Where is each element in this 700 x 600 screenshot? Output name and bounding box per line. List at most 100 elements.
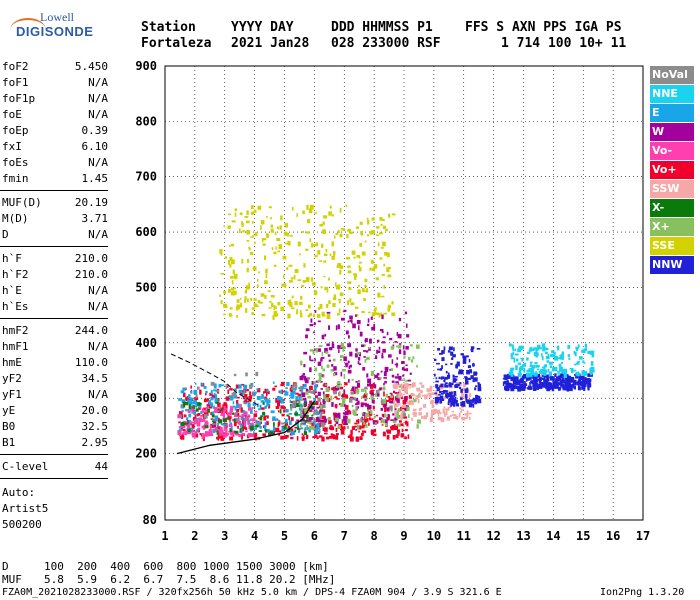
echo-point [518,346,521,350]
echo-point [279,390,283,394]
echo-point [340,342,344,348]
echo-point [245,372,248,377]
echo-point [294,429,297,433]
echo-point [333,412,336,416]
echo-point [333,390,337,395]
header-value-time: 028 233000 RSF [331,36,441,51]
echo-point [447,372,450,377]
echo-point [270,228,274,233]
echo-point [443,378,446,382]
y-tick-label: 700 [135,170,157,184]
echo-point [233,373,237,377]
echo-point [315,380,319,383]
echo-point [350,396,354,399]
echo-point [529,373,533,378]
echo-point [241,435,243,440]
echo-point [275,397,279,403]
plot-frame [164,65,644,521]
echo-point [309,367,312,373]
echo-point [205,407,208,410]
echo-point [349,351,353,357]
echo-point [440,393,444,395]
echo-point [538,375,541,379]
param-value: N/A [88,284,108,297]
echo-point [376,373,380,376]
x-tick-label: 7 [341,529,348,543]
echo-point [413,415,417,417]
echo-point [537,365,540,368]
echo-point [418,408,421,412]
echo-point [322,368,326,372]
echo-point [194,390,198,395]
echo-point [502,381,505,387]
echo-point [297,393,302,397]
echo-point [322,404,326,409]
echo-point [293,387,297,391]
echo-point [319,223,324,227]
echo-point [395,345,399,348]
echo-point [587,373,591,377]
echo-point [272,381,275,384]
echo-point [184,422,189,425]
echo-point [513,357,516,363]
echo-point [231,287,235,291]
echo-point [290,400,294,404]
echo-point [515,376,519,382]
echo-point [355,348,358,352]
echo-point [197,402,201,406]
echo-point [295,410,298,413]
param-value: 210.0 [74,252,108,265]
echo-point [507,375,512,379]
echo-point [387,395,390,398]
echo-point [245,308,248,313]
echo-point [251,407,254,410]
echo-point [182,429,186,432]
param-key: h`F [2,252,22,265]
echo-point [307,314,311,318]
echo-point [299,423,302,428]
echo-point [245,427,248,431]
echo-point [252,235,255,238]
echo-point [191,408,195,413]
echo-point [475,398,480,403]
echo-point [248,425,252,430]
echo-point [180,426,184,430]
echo-point [312,416,315,421]
legend-item-noval: NoVal [650,66,694,84]
echo-point [324,333,327,337]
echo-point [249,425,254,431]
echo-point [323,275,326,278]
echo-point [373,266,376,272]
echo-point [560,373,563,379]
echo-point [300,415,305,418]
echo-point [579,356,583,360]
echo-point [300,398,303,402]
echo-point [251,422,254,427]
echo-point [241,223,244,227]
echo-point [326,303,329,307]
echo-point [297,413,301,416]
echo-point [266,401,270,407]
echo-point [309,355,311,361]
echo-point [352,410,356,415]
echo-point [260,400,265,403]
echo-point [403,406,407,412]
echo-point [535,349,538,355]
echo-point [224,256,228,259]
echo-point [208,404,211,409]
echo-point [412,356,415,360]
echo-point [279,409,282,414]
echo-point [226,412,230,417]
echo-point [294,402,297,407]
echo-point [333,386,336,390]
x-tick-label: 14 [546,529,560,543]
echo-point [181,424,186,429]
echo-point [549,353,554,358]
echo-point [437,348,440,351]
echo-point [442,384,446,389]
echo-point [343,346,346,350]
echo-point [326,436,330,440]
echo-point [233,412,238,417]
echo-point [339,355,344,358]
